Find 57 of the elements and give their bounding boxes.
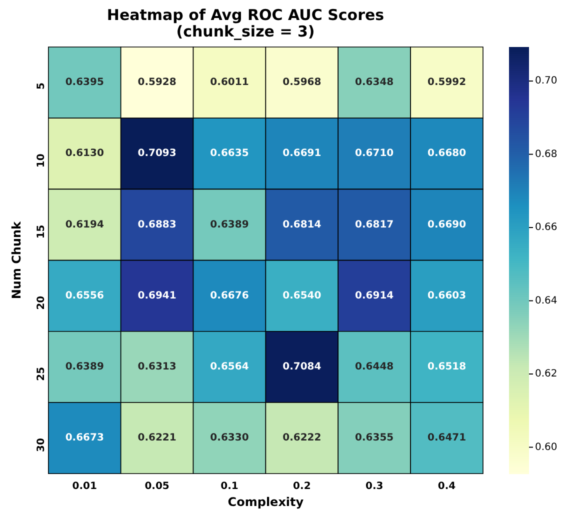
data-label: 0.6676 — [210, 290, 249, 302]
data-label: 0.6448 — [355, 362, 394, 373]
y-tick-label: 30 — [36, 438, 47, 452]
y-tick-label: 15 — [36, 224, 47, 239]
data-label: 0.6222 — [282, 432, 322, 444]
data-label: 0.6691 — [282, 148, 322, 160]
data-label: 0.6471 — [427, 432, 466, 444]
data-label: 0.6518 — [427, 362, 466, 373]
data-label: 0.6814 — [282, 219, 322, 230]
data-label: 0.6690 — [427, 219, 466, 230]
color-bar-label: 0.60 — [535, 442, 558, 453]
data-label: 0.6817 — [355, 219, 394, 230]
x-tick-label: 0.4 — [438, 481, 456, 492]
y-tick-label: 25 — [36, 366, 47, 381]
data-label: 0.7093 — [138, 148, 176, 160]
y-tick-label: 20 — [36, 296, 47, 310]
x-axis-title: Complexity — [228, 494, 304, 509]
data-label: 0.6389 — [210, 219, 249, 230]
x-tick-label: 0.05 — [144, 481, 170, 492]
y-tick-label: 5 — [36, 82, 47, 90]
data-label: 0.7084 — [282, 362, 322, 373]
data-label: 0.5968 — [282, 77, 322, 88]
data-label: 0.6564 — [210, 362, 249, 373]
data-label: 0.6680 — [427, 148, 466, 160]
y-axis-title: Num Chunk — [9, 220, 24, 300]
data-label: 0.6941 — [138, 290, 176, 302]
data-label: 0.5928 — [138, 77, 176, 88]
data-label: 0.5992 — [427, 77, 466, 88]
data-label: 0.6635 — [210, 148, 249, 160]
data-label: 0.6603 — [427, 290, 466, 302]
data-label: 0.6540 — [282, 290, 322, 302]
color-bar-label: 0.64 — [535, 295, 558, 306]
color-bar-label: 0.70 — [535, 76, 558, 87]
data-label: 0.6673 — [65, 432, 104, 444]
data-label: 0.6556 — [65, 290, 104, 302]
data-label: 0.6883 — [138, 219, 176, 230]
data-label: 0.6395 — [65, 77, 104, 88]
data-label: 0.6194 — [65, 219, 104, 230]
data-label: 0.6221 — [138, 432, 176, 444]
color-bar-label: 0.66 — [535, 222, 558, 234]
x-tick-label: 0.3 — [365, 481, 384, 492]
x-tick-label: 0.1 — [220, 481, 238, 492]
data-label: 0.6914 — [355, 290, 394, 302]
x-tick-label: 0.01 — [72, 481, 97, 492]
data-label: 0.6130 — [65, 148, 104, 160]
data-label: 0.6330 — [210, 432, 249, 444]
data-label: 0.6355 — [355, 432, 394, 444]
data-label: 0.6011 — [210, 77, 249, 88]
data-label: 0.6389 — [65, 362, 104, 373]
x-tick-label: 0.2 — [293, 481, 311, 492]
data-label: 0.6313 — [138, 362, 176, 373]
color-bar-label: 0.62 — [535, 368, 558, 380]
chart-title: Heatmap of Avg ROC AUC Scores (chunk_size = 3) — [106, 6, 384, 41]
data-label: 0.6710 — [355, 148, 394, 160]
y-tick-label: 10 — [36, 154, 47, 168]
data-label: 0.6348 — [355, 77, 394, 88]
color-bar-label: 0.68 — [535, 148, 558, 160]
